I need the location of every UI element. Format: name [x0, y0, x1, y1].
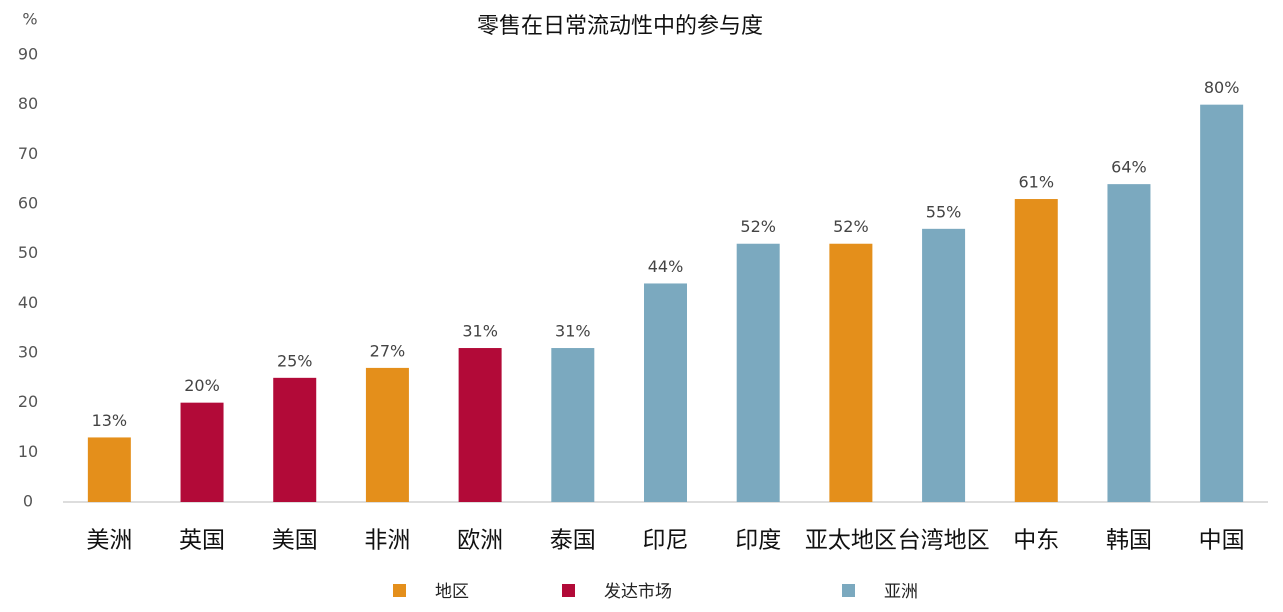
- x-tick-label: 英国: [179, 528, 225, 554]
- bar: [273, 377, 317, 502]
- y-tick-label: 80: [18, 94, 38, 113]
- legend-swatch: [393, 584, 406, 597]
- value-label: 55%: [926, 202, 962, 221]
- value-label: 52%: [833, 217, 869, 236]
- bar: [1200, 104, 1244, 503]
- y-tick-label: 90: [18, 45, 38, 64]
- bar: [644, 283, 687, 502]
- x-tick-label: 韩国: [1106, 528, 1152, 554]
- x-tick-label: 非洲: [364, 528, 410, 554]
- x-tick-label: 中国: [1199, 528, 1245, 554]
- x-tick-label: 泰国: [550, 528, 596, 554]
- value-label: 31%: [462, 322, 498, 341]
- bar: [458, 348, 502, 502]
- y-tick-label: 40: [18, 293, 38, 312]
- bar: [829, 243, 873, 502]
- legend-label: 亚洲: [884, 582, 918, 602]
- bar: [736, 243, 780, 502]
- chart-title: 零售在日常流动性中的参与度: [477, 14, 763, 39]
- x-tick-label: 亚太地区: [805, 528, 897, 554]
- x-tick-label: 美国: [272, 528, 318, 554]
- value-label: 52%: [740, 217, 776, 236]
- x-tick-label: 台湾地区: [898, 528, 990, 554]
- y-tick-label: 50: [18, 243, 38, 262]
- bar: [1014, 199, 1058, 503]
- value-label: 31%: [555, 322, 591, 341]
- x-tick-label: 印尼: [643, 528, 689, 554]
- y-tick-label: 20: [18, 392, 38, 411]
- value-label: 80%: [1204, 78, 1240, 97]
- y-tick-label: 60: [18, 194, 38, 213]
- value-label: 64%: [1111, 158, 1147, 177]
- bar: [365, 367, 409, 502]
- x-tick-label: 欧洲: [457, 528, 503, 554]
- value-label: 27%: [370, 341, 406, 360]
- bar: [922, 228, 966, 503]
- y-tick-label: 0: [23, 492, 33, 511]
- bar: [180, 402, 224, 502]
- value-label: 20%: [184, 376, 220, 395]
- y-axis-label: %: [22, 10, 37, 29]
- y-tick-label: 70: [18, 144, 38, 163]
- value-label: 61%: [1018, 173, 1054, 192]
- bar: [1107, 184, 1151, 502]
- legend-swatch: [562, 584, 575, 597]
- y-tick-label: 10: [18, 442, 38, 461]
- legend-label: 地区: [435, 582, 469, 602]
- value-label: 44%: [648, 257, 684, 276]
- x-tick-label: 中东: [1013, 528, 1059, 554]
- value-label: 13%: [92, 411, 128, 430]
- bar: [87, 437, 131, 502]
- legend-label: 发达市场: [604, 582, 672, 602]
- x-tick-label: 美洲: [86, 528, 132, 554]
- x-tick-label: 印度: [735, 528, 781, 554]
- value-label: 25%: [277, 351, 313, 370]
- y-tick-label: 30: [18, 343, 38, 362]
- legend-swatch: [842, 584, 855, 597]
- bar: [551, 348, 595, 502]
